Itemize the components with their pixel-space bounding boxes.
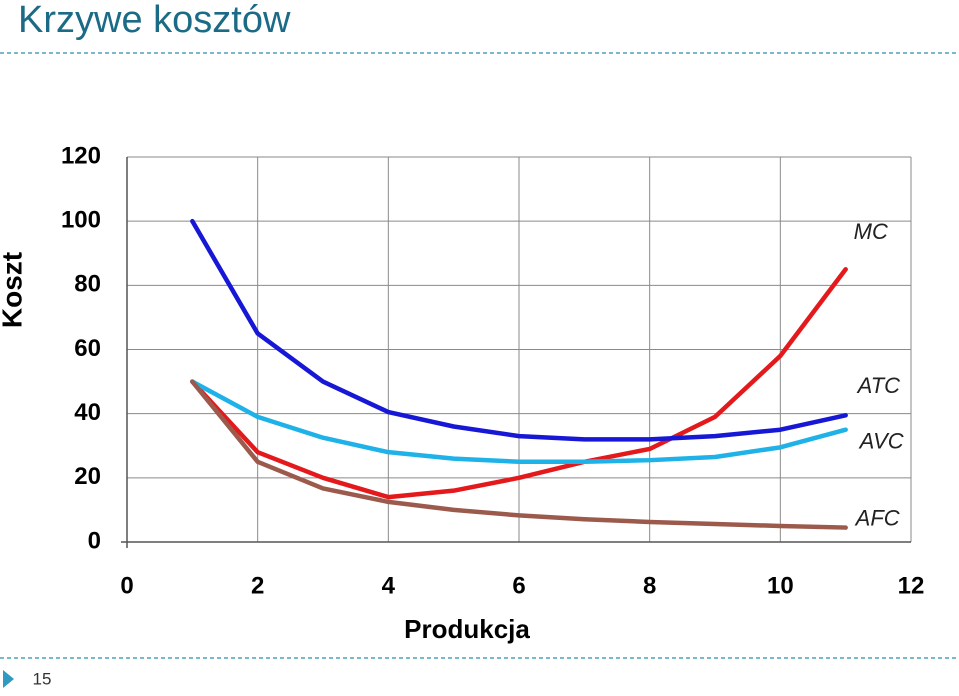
x-tick-label: 10	[767, 572, 794, 599]
x-tick-label: 8	[643, 572, 656, 599]
slide-title: Krzywe kosztów	[18, 0, 291, 41]
x-tick-label: 6	[512, 572, 525, 599]
y-tick-label: 60	[74, 335, 101, 362]
series-line	[190, 379, 848, 465]
y-tick-label: 100	[61, 207, 101, 234]
y-tick-label: 80	[74, 271, 101, 298]
x-tick-label: 4	[382, 572, 396, 599]
x-tick-label: 12	[898, 572, 925, 599]
x-tick-label: 2	[251, 572, 264, 599]
x-tick-label: 0	[120, 572, 133, 599]
series-line	[190, 267, 848, 500]
bullet-icon	[3, 670, 14, 688]
y-tick-label: 20	[74, 463, 101, 490]
x-axis-label: Produkcja	[404, 614, 530, 644]
legend-label: MC	[854, 219, 888, 244]
series-line	[190, 218, 848, 442]
y-tick-label: 40	[74, 399, 101, 426]
page-number: 15	[33, 669, 52, 688]
series-line	[190, 379, 848, 530]
y-axis-label: Koszt	[0, 252, 27, 328]
legend-label: AVC	[858, 429, 904, 454]
legend-label: AFC	[854, 505, 900, 530]
legend-label: ATC	[856, 373, 900, 398]
y-tick-label: 0	[88, 527, 101, 554]
y-tick-label: 120	[61, 142, 101, 169]
